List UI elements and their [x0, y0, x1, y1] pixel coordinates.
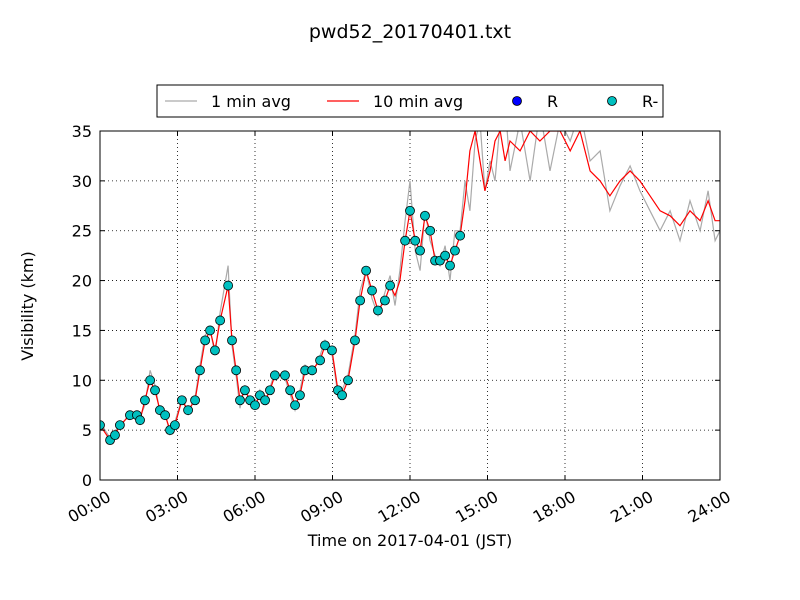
data-point — [269, 370, 280, 381]
data-point — [240, 385, 250, 396]
legend — [156, 84, 664, 118]
data-point — [114, 420, 125, 431]
data-point — [320, 340, 330, 351]
plot-area — [100, 131, 720, 446]
data-point — [190, 395, 200, 406]
data-point — [200, 335, 211, 346]
data-point — [285, 385, 296, 396]
data-point — [110, 430, 120, 441]
data-point — [400, 235, 410, 246]
data-point — [385, 280, 396, 291]
data-point — [265, 385, 275, 396]
legend-label: R- — [642, 92, 658, 111]
y-tick-label: 10 — [72, 371, 92, 390]
y-tick-label: 35 — [72, 122, 92, 141]
data-point — [410, 235, 421, 246]
legend-marker — [607, 96, 617, 106]
series-line — [100, 131, 720, 442]
y-tick-label: 15 — [72, 321, 92, 340]
legend-marker — [512, 96, 522, 106]
data-point — [405, 205, 415, 216]
data-point — [205, 325, 215, 336]
data-point — [350, 335, 360, 346]
data-point — [337, 390, 347, 401]
data-point — [420, 210, 430, 221]
x-axis-label: Time on 2017-04-01 (JST) — [307, 531, 512, 550]
y-tick-label: 30 — [72, 172, 92, 191]
data-point — [343, 375, 353, 386]
data-point — [415, 245, 425, 256]
data-point — [250, 400, 260, 411]
legend-label: 1 min avg — [211, 92, 291, 111]
legend-entries: 1 min avg 10 min avg R R- — [165, 92, 658, 111]
data-point — [215, 315, 226, 326]
data-point — [195, 365, 205, 376]
y-tick-label: 25 — [72, 222, 92, 241]
data-point — [380, 295, 390, 306]
data-point — [307, 365, 317, 376]
data-point — [170, 420, 180, 431]
data-point — [140, 395, 150, 406]
data-point — [361, 265, 371, 276]
legend-label: 10 min avg — [373, 92, 463, 111]
data-point — [223, 280, 234, 291]
data-point — [100, 420, 105, 431]
data-point — [367, 285, 377, 296]
data-point — [227, 335, 237, 346]
y-tick-label: 0 — [82, 471, 92, 490]
data-point — [290, 400, 300, 411]
data-point — [160, 410, 171, 421]
data-point — [210, 345, 220, 356]
data-point — [315, 355, 326, 366]
data-point — [260, 395, 270, 406]
data-point — [440, 250, 451, 261]
data-point — [425, 225, 436, 236]
legend-label: R — [547, 92, 558, 111]
y-axis-label: Visibility (km) — [18, 251, 37, 360]
data-point — [327, 345, 337, 356]
data-point — [445, 260, 455, 271]
y-tick-label: 20 — [72, 272, 92, 291]
data-point — [231, 365, 242, 376]
data-point — [150, 385, 160, 396]
data-point — [145, 375, 156, 386]
data-point — [450, 245, 460, 256]
data-point — [235, 395, 245, 406]
data-point — [455, 230, 466, 241]
data-point — [295, 390, 305, 401]
chart-title: pwd52_20170401.txt — [309, 21, 511, 43]
data-point — [183, 405, 193, 416]
data-point — [280, 370, 290, 381]
data-point — [135, 415, 145, 426]
y-tick-label: 5 — [82, 421, 92, 440]
data-point — [373, 305, 383, 316]
data-point — [176, 395, 187, 406]
data-point — [355, 295, 366, 306]
